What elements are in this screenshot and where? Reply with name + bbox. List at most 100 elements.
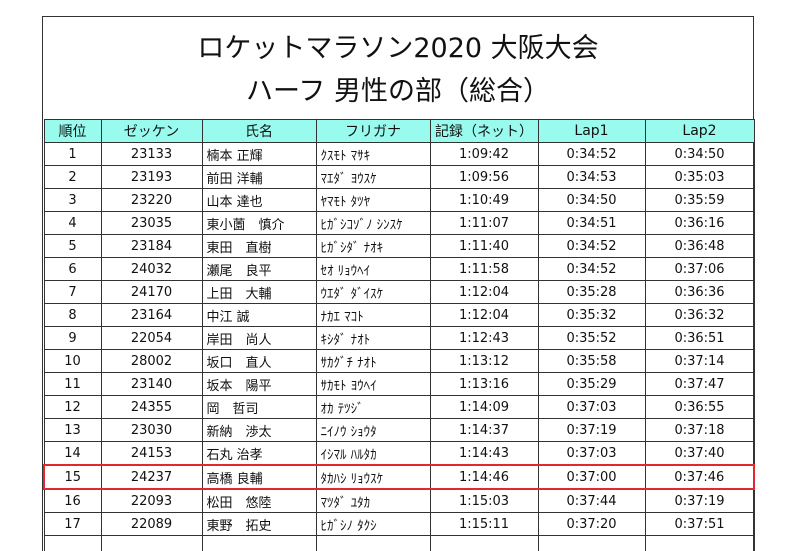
cell: 0:35:58	[537, 349, 646, 373]
cell: 5	[43, 234, 102, 258]
cell: 14	[43, 441, 102, 466]
result-row: 17 22089 東野 拓史 ﾋｶﾞｼﾉ ﾀｸｼ 1:15:11 0:37:20 0:37:…	[43, 512, 755, 536]
cell: 1:09:56	[429, 165, 539, 189]
cell: 3	[43, 188, 102, 212]
cell: ｻｶﾓﾄ ﾖｳﾍｲ	[315, 372, 431, 396]
cell: 4	[43, 211, 102, 235]
result-row: 13 23030 新納 渉太 ﾆｲﾉｳ ｼｮｳﾀ 1:14:37 0:37:19 0:37:…	[43, 418, 755, 442]
cell: ﾆｲﾉｳ ｼｮｳﾀ	[315, 418, 431, 442]
cell: ｸｽﾓﾄ ﾏｻｷ	[315, 142, 431, 166]
cell: 0:37:00	[537, 464, 646, 490]
cell: ﾅｶｴ ﾏｺﾄ	[315, 303, 431, 327]
cell: 22093	[100, 488, 203, 513]
cell: 15	[43, 464, 102, 490]
cell: 1:14:43	[429, 441, 539, 466]
cell: 24237	[100, 464, 203, 490]
cell: 0:37:40	[644, 441, 755, 466]
cell: 23193	[100, 165, 203, 189]
header-row: 順位 ゼッケン 氏名 フリガナ 記録（ネット） Lap1 Lap2	[43, 119, 755, 143]
cell: 1:15:11	[429, 512, 539, 536]
cell: 1:14:37	[429, 418, 539, 442]
cell: 0:36:51	[644, 326, 755, 350]
cell: 1:14:46	[429, 464, 539, 490]
title-block: ロケットマラソン2020 大阪大会 ハーフ 男性の部（総合）	[43, 17, 753, 119]
cell: 坂本 陽平	[201, 372, 317, 396]
cell: 岸田 尚人	[201, 326, 317, 350]
cell	[315, 535, 431, 551]
cell: 0:37:47	[644, 372, 755, 396]
cell: 24170	[100, 280, 203, 304]
cell	[100, 535, 203, 551]
cell: 0:37:44	[537, 488, 646, 513]
column-header: 記録（ネット）	[429, 119, 539, 143]
cell: 0:34:50	[644, 142, 755, 166]
cell: 28002	[100, 349, 203, 373]
cell: 8	[43, 303, 102, 327]
cell: ｵｶ ﾃﾂｼﾞ	[315, 395, 431, 419]
cell: 0:37:20	[537, 512, 646, 536]
cell: 0:37:03	[537, 441, 646, 466]
result-row: 12 24355 岡 哲司 ｵｶ ﾃﾂｼﾞ 1:14:09 0:37:03 0:36:55	[43, 395, 755, 419]
cell: 22054	[100, 326, 203, 350]
cell: 東小薗 慎介	[201, 211, 317, 235]
cell: 東野 拓史	[201, 512, 317, 536]
result-row: 8 23164 中江 誠ﾅｶｴ ﾏｺﾄ 1:12:04 0:35:32 0:36:32	[43, 303, 755, 327]
cell: 0:37:18	[644, 418, 755, 442]
cell	[429, 535, 539, 551]
result-row: 9 22054 岸田 尚人 ｷｼﾀﾞ ﾅｵﾄ 1:12:43 0:35:52 0:36:51	[43, 326, 755, 350]
cell: 0:34:52	[537, 234, 646, 258]
cell: 22089	[100, 512, 203, 536]
cell	[201, 535, 317, 551]
cell: 2	[43, 165, 102, 189]
subtitle-line: ハーフ 男性の部（総合）	[246, 76, 550, 107]
cell: 0:37:46	[644, 464, 755, 490]
result-row: 10 28002 坂口 直人 ｻｶｸﾞﾁ ﾅｵﾄ 1:13:12 0:35:58 0:37:…	[43, 349, 755, 373]
cell	[43, 535, 102, 551]
cell: 0:36:32	[644, 303, 755, 327]
cell: 11	[43, 372, 102, 396]
result-row: 6 24032 瀬尾 良平 ｾｵ ﾘｮｳﾍｲ 1:11:58 0:34:52 0:37:06	[43, 257, 755, 281]
cell: 0:34:51	[537, 211, 646, 235]
cell: ﾋｶﾞｼﾀﾞ ﾅｵｷ	[315, 234, 431, 258]
cell: 石丸 治孝	[201, 441, 317, 466]
cell: ｾｵ ﾘｮｳﾍｲ	[315, 257, 431, 281]
cell	[644, 535, 755, 551]
cell: 1:11:58	[429, 257, 539, 281]
column-header: 順位	[43, 119, 102, 143]
cell: 岡 哲司	[201, 395, 317, 419]
cell: ﾏｴﾀﾞ ﾖｳｽｹ	[315, 165, 431, 189]
cell: 高橋 良輔	[201, 464, 317, 490]
cell: 23164	[100, 303, 203, 327]
cell: ﾋｶﾞｼﾉ ﾀｸｼ	[315, 512, 431, 536]
cell: 1:12:04	[429, 280, 539, 304]
result-row: 11 23140 坂本 陽平 ｻｶﾓﾄ ﾖｳﾍｲ 1:13:16 0:35:29 0:37:…	[43, 372, 755, 396]
cell: 0:37:51	[644, 512, 755, 536]
cell: 0:35:28	[537, 280, 646, 304]
cell: 1:13:12	[429, 349, 539, 373]
cell: 23035	[100, 211, 203, 235]
cell: 1:15:03	[429, 488, 539, 513]
result-row: 1 23133 楠本 正輝 ｸｽﾓﾄ ﾏｻｷ 1:09:42 0:34:52 0:34:50	[43, 142, 755, 166]
column-header: Lap2	[644, 119, 755, 143]
cell: 1:10:49	[429, 188, 539, 212]
cell: 13	[43, 418, 102, 442]
result-row: 4 23035 東小薗 慎介 ﾋｶﾞｼｺｿﾞﾉ ｼﾝｽｹ 1:11:07 0:34:51 0…	[43, 211, 755, 235]
results-sheet: ロケットマラソン2020 大阪大会 ハーフ 男性の部（総合） 順位 ゼッケン 氏名フ…	[42, 16, 755, 551]
cell: 新納 渉太	[201, 418, 317, 442]
cell: ｻｶｸﾞﾁ ﾅｵﾄ	[315, 349, 431, 373]
cell: 10	[43, 349, 102, 373]
column-header: Lap1	[537, 119, 646, 143]
cell: 17	[43, 512, 102, 536]
cell: 0:34:50	[537, 188, 646, 212]
cell: 0:37:19	[537, 418, 646, 442]
result-row: 15 24237 高橋 良輔 ﾀｶﾊｼ ﾘｮｳｽｹ 1:14:46 0:37:00 0:37…	[43, 464, 755, 490]
result-row: 5 23184 東田 直樹 ﾋｶﾞｼﾀﾞ ﾅｵｷ 1:11:40 0:34:52 0:36:…	[43, 234, 755, 258]
cell: 1	[43, 142, 102, 166]
cell: 坂口 直人	[201, 349, 317, 373]
result-row: 7 24170 上田 大輔 ｳｴﾀﾞ ﾀﾞｲｽｹ 1:12:04 0:35:28 0:36:…	[43, 280, 755, 304]
cell: 1:13:16	[429, 372, 539, 396]
column-header: フリガナ	[315, 119, 431, 143]
cell: 23220	[100, 188, 203, 212]
cell: 1:09:42	[429, 142, 539, 166]
